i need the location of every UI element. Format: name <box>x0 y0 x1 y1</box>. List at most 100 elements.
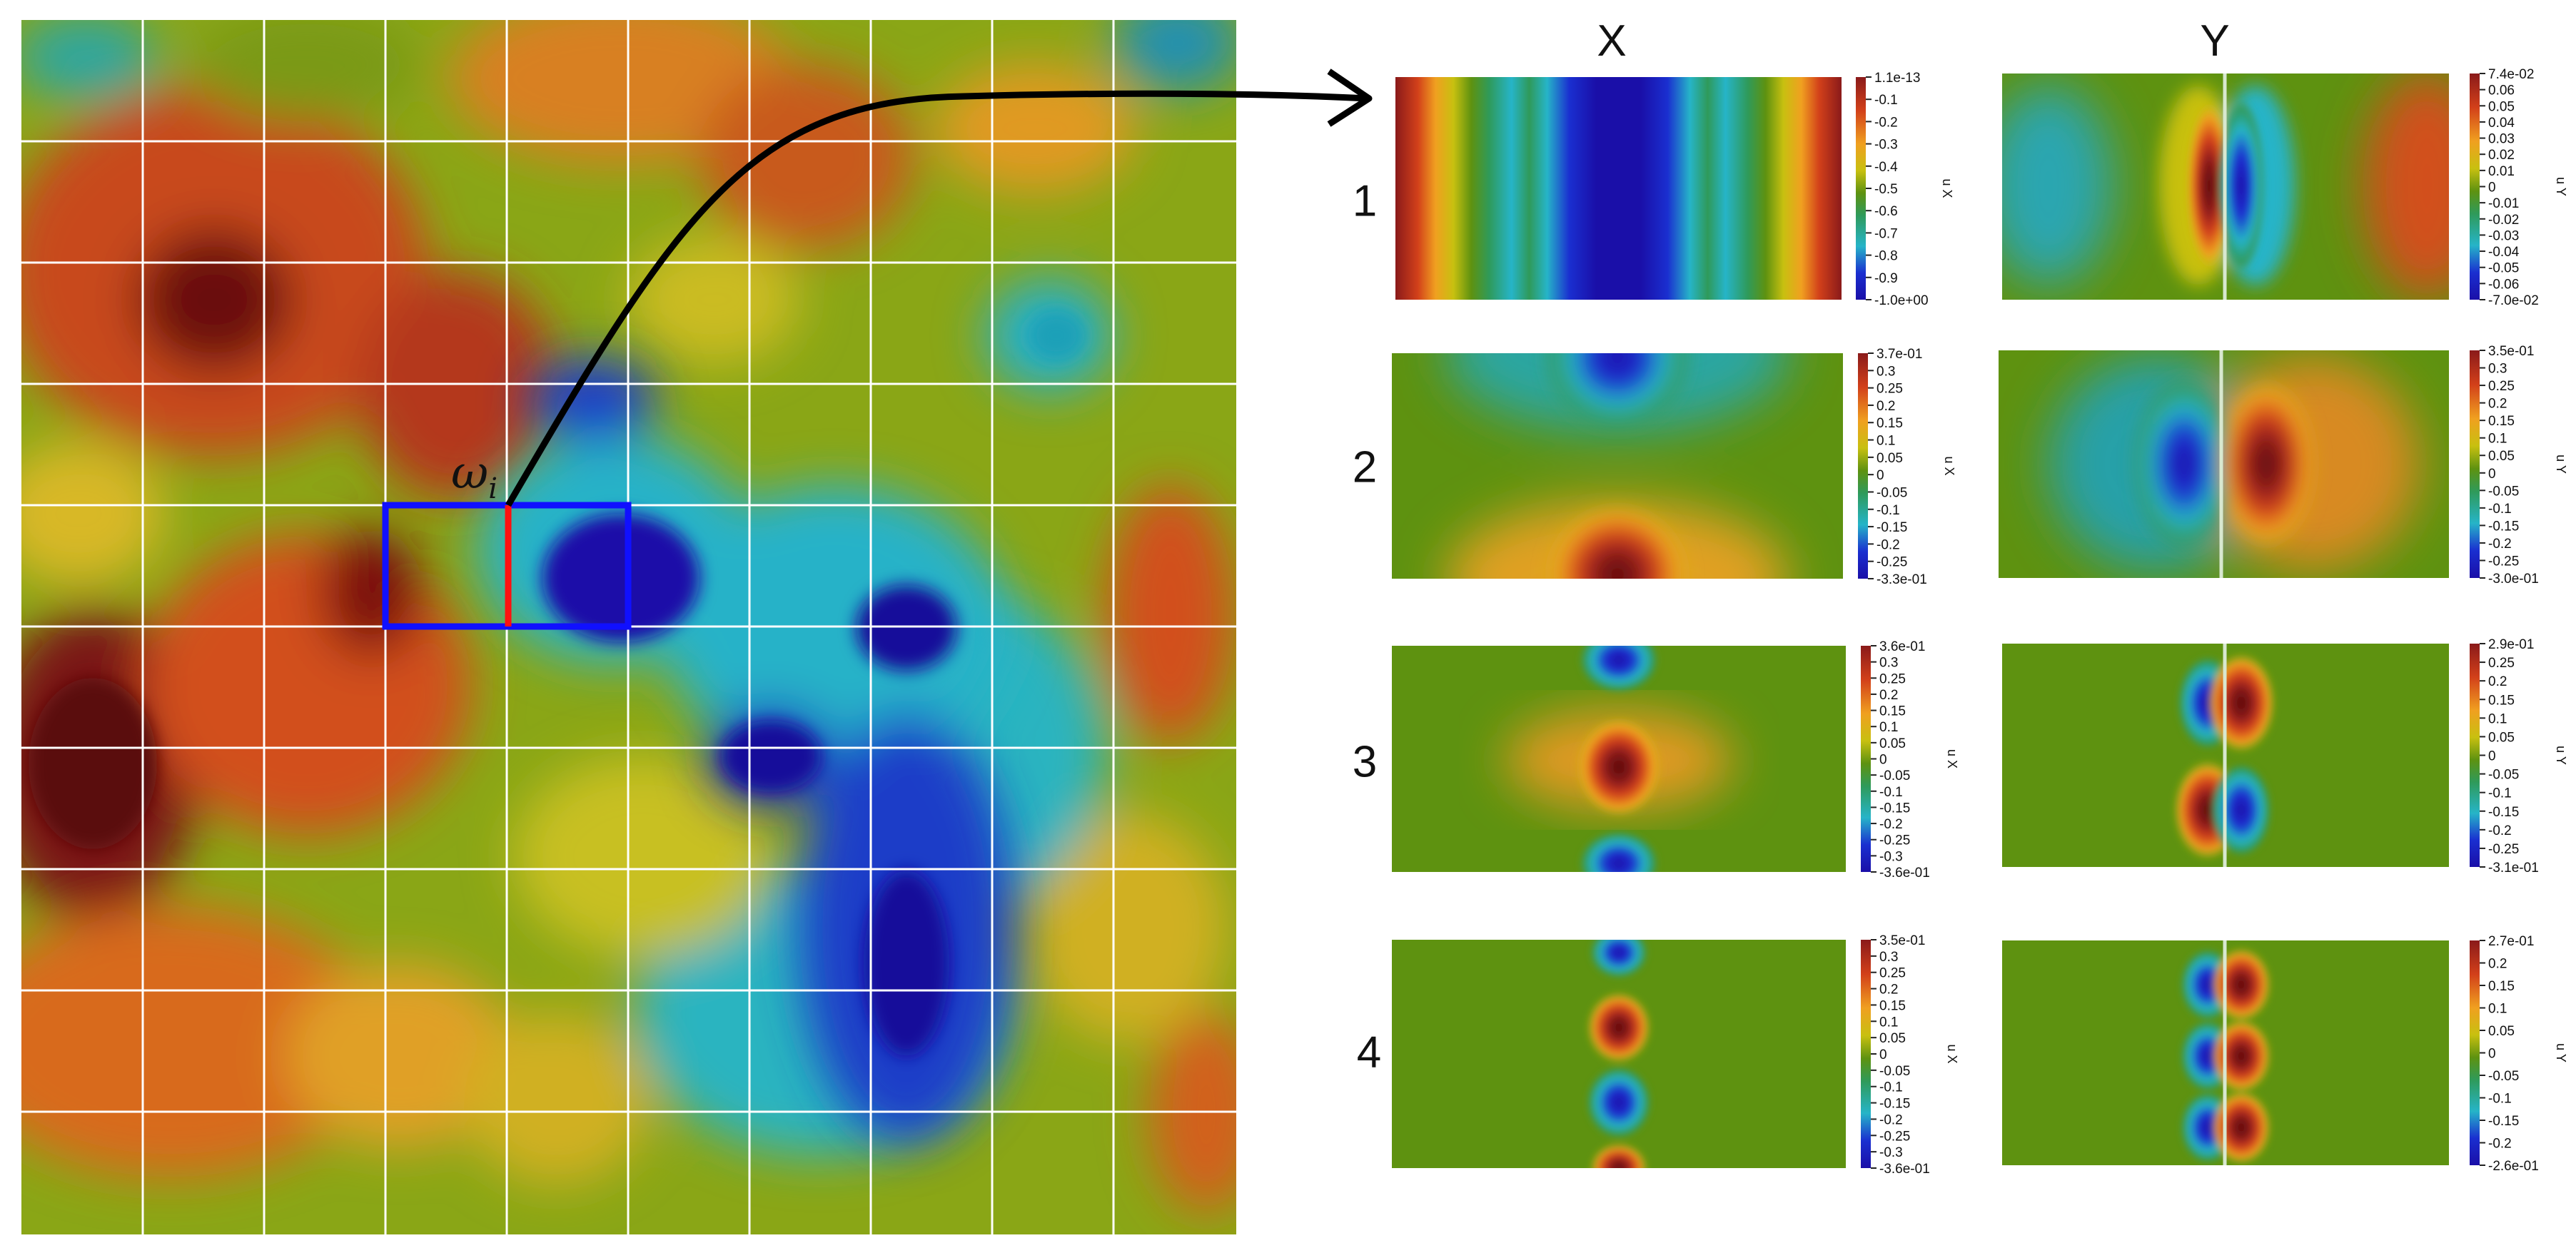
mode-1-y-panel <box>2002 73 2449 300</box>
colorbar-tick-label: -0.25 <box>2488 554 2519 569</box>
colorbar-tick-label: 0.25 <box>1879 671 1906 686</box>
mode-2-x-panel <box>1392 353 1843 579</box>
subdomain-subscript: i <box>488 472 497 505</box>
mode-3-x-panel <box>1392 646 1846 872</box>
mode-4-x-panel <box>1392 940 1846 1168</box>
colorbar-tick-label: 0.05 <box>2488 449 2515 464</box>
colorbar-tick-label: 0.15 <box>1879 704 1906 719</box>
colorbar-axis-title: u Y <box>2554 455 2568 474</box>
colorbar-tick-label: -0.2 <box>1874 115 1898 130</box>
colorbar-tick-label: 0.2 <box>1877 399 1895 414</box>
mode-4-y-panel <box>2002 940 2449 1165</box>
colorbar-2-y: 3.5e-01 0.3 0.25 0.2 0.15 0.1 0.05 0 -0.05 -0.1 -0… <box>2470 344 2568 587</box>
colorbar-tick-label: 0.25 <box>2488 379 2515 394</box>
mode-1-x-panel <box>1395 77 1842 300</box>
colorbar-tick-label: -0.2 <box>2488 1137 2512 1152</box>
colorbar-tick-label: -0.03 <box>2488 228 2519 243</box>
colorbar-tick-label: 0.25 <box>1879 966 1906 981</box>
colorbar-axis-title: u Y <box>2554 1043 2568 1062</box>
colorbar-tick-label: -0.25 <box>1877 555 1907 570</box>
colorbar-tick-label: 0 <box>2488 467 2496 482</box>
colorbar-tick-label: -0.15 <box>2488 519 2519 534</box>
colorbar-tick-label: 0.15 <box>2488 979 2515 994</box>
colorbar-tick-label: -0.04 <box>2488 245 2520 260</box>
colorbar-gradient <box>2470 73 2480 300</box>
colorbar-tick-label: 0.01 <box>2488 164 2515 179</box>
colorbar-tick-label: -0.15 <box>1879 801 1910 816</box>
colorbar-tick-label: -3.3e-01 <box>1877 572 1927 587</box>
column-header-y: Y <box>2200 16 2230 66</box>
colorbar-tick-label: 0.3 <box>1877 364 1895 379</box>
colorbar-tick-label: -0.8 <box>1874 249 1898 264</box>
colorbar-tick-label: 1.1e-13 <box>1874 71 1920 86</box>
colorbar-tick-label: 0.04 <box>2488 116 2515 131</box>
colorbar-tick-label: 0.06 <box>2488 83 2515 98</box>
colorbar-tick-label: -0.05 <box>2488 261 2519 276</box>
colorbar-tick-label: 0.15 <box>2488 414 2515 429</box>
colorbar-tick-label: -3.0e-01 <box>2488 572 2539 587</box>
colorbar-tick-label: -0.3 <box>1879 849 1903 864</box>
colorbar-tick-label: 0.25 <box>1877 382 1903 397</box>
colorbar-tick-label: 0 <box>1879 753 1887 768</box>
colorbar-tick-label: 3.5e-01 <box>1879 933 1925 948</box>
colorbars: 1.1e-13 -0.1 -0.2 -0.3 -0.4 -0.5 -0.6 -0.7 -0.8 -… <box>1856 67 2568 1177</box>
colorbar-tick-label: 0 <box>1879 1047 1887 1062</box>
colorbar-tick-label: -1.0e+00 <box>1874 293 1929 308</box>
colorbar-tick-label: 0.1 <box>2488 1002 2507 1017</box>
colorbar-tick-label: -2.6e-01 <box>2488 1159 2539 1174</box>
colorbar-1-y: 7.4e-020.060.05 0.040.030.020.01 0-0.01 -0.… <box>2470 67 2568 308</box>
mode-3-y-panel <box>2002 644 2449 867</box>
colorbar-gradient <box>2470 940 2480 1165</box>
colorbar-tick-label: 0.3 <box>1879 950 1898 965</box>
colorbar-tick-label: 0.03 <box>2488 132 2515 147</box>
colorbar-axis-title: u X <box>1940 178 1954 198</box>
macro-field <box>21 20 1236 1234</box>
colorbar-tick-label: 0.15 <box>1877 416 1903 431</box>
colorbar-tick-label: -3.1e-01 <box>2488 861 2539 876</box>
colorbar-tick-label: 3.6e-01 <box>1879 639 1925 654</box>
colorbar-tick-label: 0.1 <box>1879 720 1898 735</box>
colorbar-tick-label: -0.15 <box>2488 1114 2519 1129</box>
colorbar-tick-label: -0.05 <box>1877 485 1907 500</box>
colorbar-tick-label: 0.1 <box>2488 432 2507 447</box>
colorbar-axis-title: u X <box>1945 1044 1959 1063</box>
subdomain-label: ωi <box>451 447 497 505</box>
colorbar-tick-label: 7.4e-02 <box>2488 67 2534 82</box>
colorbar-tick-label: -7.0e-02 <box>2488 293 2539 308</box>
colorbar-tick-label: -3.6e-01 <box>1879 1162 1930 1177</box>
mode-2-y-panel <box>1999 350 2449 578</box>
colorbar-tick-label: 0.1 <box>1877 434 1895 449</box>
colorbar-gradient <box>1858 353 1868 579</box>
colorbar-tick-label: -0.15 <box>1879 1097 1910 1112</box>
colorbar-tick-label: -0.1 <box>1874 93 1898 108</box>
colorbar-tick-label: 0.25 <box>2488 656 2515 671</box>
colorbar-gradient <box>2470 644 2480 867</box>
colorbar-tick-label: 0 <box>1877 468 1884 483</box>
colorbar-tick-label: 2.7e-01 <box>2488 934 2534 949</box>
colorbar-tick-label: 0.05 <box>2488 99 2515 114</box>
colorbar-tick-label: 0.15 <box>1879 998 1906 1013</box>
colorbar-1-x: 1.1e-13 -0.1 -0.2 -0.3 -0.4 -0.5 -0.6 -0.7 -0.8 -… <box>1856 71 1954 308</box>
colorbar-tick-label: 0.1 <box>1879 1015 1898 1030</box>
colorbar-tick-label: -0.25 <box>1879 1129 1910 1144</box>
colorbar-tick-label: 0.3 <box>2488 362 2507 377</box>
arrow-head <box>1327 69 1373 127</box>
colorbar-tick-label: -0.2 <box>2488 823 2512 838</box>
colorbar-gradient <box>2470 350 2480 578</box>
colorbar-tick-label: -0.7 <box>1874 226 1898 241</box>
colorbar-gradient <box>1861 940 1871 1168</box>
colorbar-tick-label: 0.05 <box>2488 730 2515 745</box>
colorbar-tick-label: -0.2 <box>1879 817 1903 832</box>
colorbar-gradient <box>1856 77 1866 300</box>
colorbar-tick-label: 3.7e-01 <box>1877 347 1922 362</box>
colorbar-tick-label: -0.01 <box>2488 196 2519 211</box>
colorbar-tick-label: -0.5 <box>1874 182 1898 197</box>
colorbar-3-y: 2.9e-01 0.25 0.2 0.15 0.1 0.05 0 -0.05 -0.1 -0.15… <box>2470 637 2568 876</box>
colorbar-axis-title: u X <box>1942 456 1956 475</box>
colorbar-tick-label: 0.05 <box>1879 1031 1906 1046</box>
colorbar-tick-label: -0.15 <box>2488 805 2519 820</box>
colorbar-tick-label: -0.1 <box>1879 785 1903 800</box>
colorbar-4-x: 3.5e-01 0.30.25 0.20.15 0.10.050 -0.05-0.1 -0… <box>1861 933 1959 1177</box>
subdomain-symbol: ω <box>451 447 489 499</box>
colorbar-tick-label: -0.02 <box>2488 213 2519 228</box>
